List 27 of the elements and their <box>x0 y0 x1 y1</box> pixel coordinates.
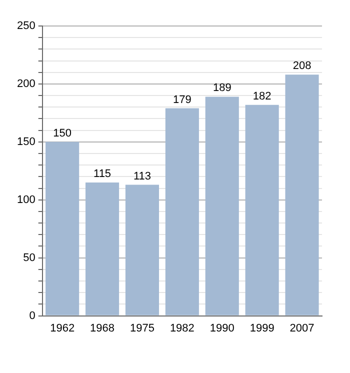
bar <box>86 182 120 316</box>
x-tick-label: 1962 <box>50 322 75 334</box>
y-tick-label: 100 <box>16 194 36 206</box>
x-tick-label: 2007 <box>290 322 314 334</box>
x-tick-label: 1990 <box>210 322 234 334</box>
bar <box>165 108 199 316</box>
y-tick-label: 0 <box>29 310 36 322</box>
x-tick-label: 1999 <box>250 322 274 334</box>
data-label: 150 <box>53 127 72 140</box>
bar <box>245 104 279 316</box>
data-label: 208 <box>292 60 312 72</box>
data-label: 113 <box>133 170 151 182</box>
bar <box>125 184 160 316</box>
y-tick-label: 50 <box>23 252 36 264</box>
data-label: 115 <box>94 168 112 180</box>
x-tick-label: 1975 <box>130 322 154 334</box>
x-tick-label: 1968 <box>90 322 115 334</box>
data-label: 182 <box>252 90 272 102</box>
y-tick-label: 250 <box>16 20 36 32</box>
y-tick-label: 200 <box>16 78 36 90</box>
data-label: 179 <box>172 94 192 106</box>
y-tick-label: 150 <box>16 136 36 148</box>
data-label: 189 <box>212 82 232 94</box>
bar <box>205 96 239 316</box>
x-tick-label: 1982 <box>170 322 194 334</box>
bar <box>46 142 80 316</box>
bar <box>285 74 319 316</box>
